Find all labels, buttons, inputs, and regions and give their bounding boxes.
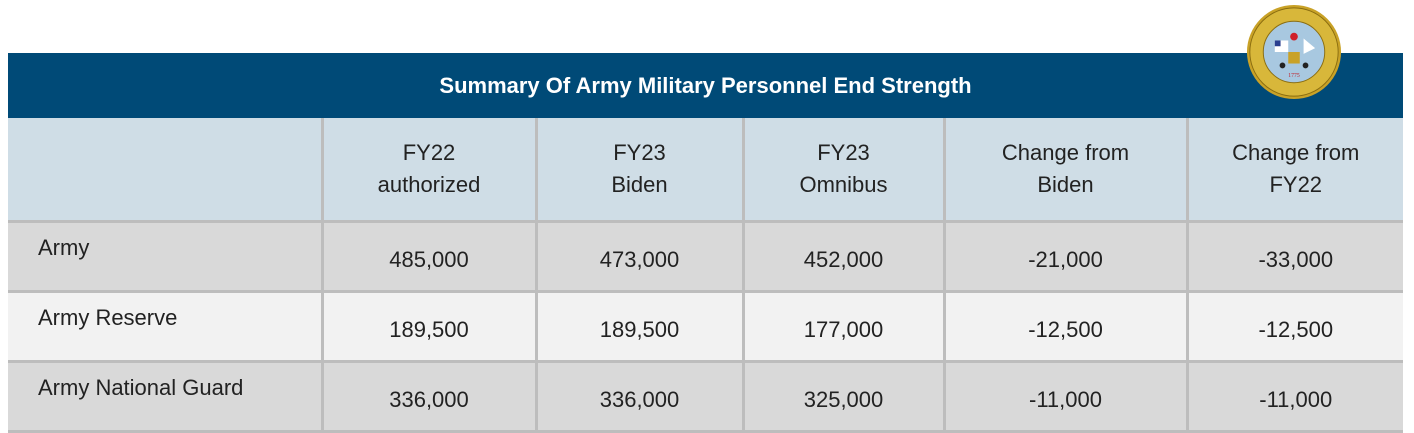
column-header: Change from Biden — [942, 118, 1189, 223]
table-cell: -12,500 — [942, 290, 1189, 363]
table-cell: 325,000 — [741, 360, 946, 433]
header-line: FY22 — [1269, 172, 1323, 197]
table-cell: 189,500 — [320, 290, 538, 363]
header-line: Change from — [1232, 140, 1360, 165]
header-line: Change from — [1001, 140, 1130, 165]
row-label: Army — [8, 220, 324, 293]
table-row: Army National Guard 336,000 336,000 325,… — [8, 360, 1403, 433]
table-cell: 189,500 — [534, 290, 745, 363]
svg-text:1775: 1775 — [1288, 73, 1300, 79]
header-line: FY23 — [817, 140, 870, 165]
table-cell: -21,000 — [942, 220, 1189, 293]
header-line: FY23 — [613, 140, 666, 165]
table-title: Summary Of Army Military Personnel End S… — [8, 53, 1403, 118]
table-cell: 485,000 — [320, 220, 538, 293]
table-cell: 336,000 — [320, 360, 538, 433]
table-cell: -11,000 — [942, 360, 1189, 433]
army-seal-icon: 1775 — [1246, 4, 1342, 100]
table-row: Army 485,000 473,000 452,000 -21,000 -33… — [8, 220, 1403, 293]
table-cell: -33,000 — [1185, 220, 1403, 293]
header-line: FY22 — [402, 140, 456, 165]
table-row: Army Reserve 189,500 189,500 177,000 -12… — [8, 290, 1403, 363]
column-header: FY23 Biden — [534, 118, 745, 223]
column-header — [8, 118, 324, 223]
table-cell: 452,000 — [741, 220, 946, 293]
column-header: FY23 Omnibus — [741, 118, 946, 223]
header-line: Omnibus — [799, 172, 888, 197]
table-cell: 336,000 — [534, 360, 745, 433]
column-header: FY22 authorized — [320, 118, 538, 223]
column-header-row: FY22 authorized FY23 Biden FY23 Omnibus Cha… — [8, 118, 1403, 223]
table-cell: 473,000 — [534, 220, 745, 293]
header-line: Biden — [1037, 172, 1094, 197]
column-header: Change from FY22 — [1185, 118, 1403, 223]
row-label: Army Reserve — [8, 290, 324, 363]
end-strength-table: FY22 authorized FY23 Biden FY23 Omnibus Cha… — [8, 118, 1403, 433]
table-cell: 177,000 — [741, 290, 946, 363]
header-line: Biden — [611, 172, 668, 197]
header-line: authorized — [377, 172, 481, 197]
table-cell: -11,000 — [1185, 360, 1403, 433]
row-label: Army National Guard — [8, 360, 324, 433]
table-cell: -12,500 — [1185, 290, 1403, 363]
